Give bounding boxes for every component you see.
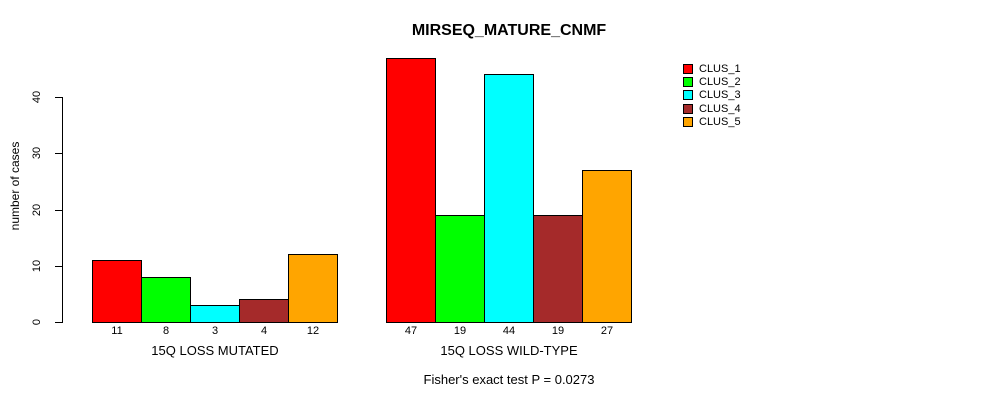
bar-value-label: 19 [453, 325, 467, 337]
y-tick-mark [55, 265, 62, 267]
y-tick-label: 10 [31, 259, 43, 272]
y-tick-mark [55, 209, 62, 211]
bar-value-label: 44 [502, 325, 516, 337]
bar-clus_3-1 [190, 305, 240, 323]
y-axis-line [62, 97, 63, 323]
y-tick-label: 30 [31, 147, 43, 160]
legend-item-clus_4: CLUS_4 [683, 102, 741, 115]
legend-swatch-icon [683, 63, 693, 74]
y-tick-mark [55, 97, 62, 98]
legend-swatch-icon [683, 117, 693, 128]
legend-label: CLUS_1 [699, 62, 741, 75]
group-label: 15Q LOSS WILD-TYPE [440, 343, 578, 358]
legend-item-clus_1: CLUS_1 [683, 62, 741, 75]
bar-value-label: 19 [551, 325, 565, 337]
annotation-text: Fisher's exact test P = 0.0273 [423, 372, 595, 387]
bar-value-label: 27 [600, 325, 614, 337]
legend-label: CLUS_3 [699, 89, 741, 102]
bar-clus_2-2 [435, 215, 485, 323]
bar-value-label: 12 [306, 325, 320, 337]
legend-swatch-icon [683, 77, 693, 88]
legend-label: CLUS_5 [699, 116, 741, 129]
bar-value-label: 11 [111, 325, 123, 337]
legend-swatch-icon [683, 90, 693, 101]
bar-value-label: 3 [211, 325, 219, 337]
bar-clus_2-1 [141, 277, 191, 323]
bar-value-label: 47 [404, 325, 418, 337]
legend-swatch-icon [683, 103, 693, 114]
bar-clus_5-2 [582, 170, 632, 323]
chart-title: MIRSEQ_MATURE_CNMF [411, 22, 607, 39]
y-tick-mark [55, 322, 62, 323]
bar-clus_1-2 [386, 58, 436, 323]
bar-clus_5-1 [288, 254, 338, 323]
legend-label: CLUS_2 [699, 76, 741, 89]
y-tick-label: 40 [31, 90, 43, 104]
group-label: 15Q LOSS MUTATED [151, 343, 279, 358]
y-tick-label: 0 [31, 318, 43, 326]
bar-value-label: 4 [260, 325, 268, 337]
bar-value-label: 8 [162, 325, 170, 337]
legend-item-clus_2: CLUS_2 [683, 75, 741, 88]
legend-item-clus_5: CLUS_5 [683, 116, 741, 129]
y-tick-mark [55, 153, 62, 155]
legend-label: CLUS_4 [699, 102, 741, 115]
y-tick-label: 20 [31, 203, 43, 216]
legend-item-clus_3: CLUS_3 [683, 89, 741, 102]
bar-clus_3-2 [484, 74, 534, 323]
bar-clus_4-1 [239, 299, 289, 323]
y-axis-label: number of cases [8, 141, 22, 231]
legend: CLUS_1 CLUS_2 CLUS_3 CLUS_4 CLUS_5 [683, 62, 741, 129]
bar-clus_1-1 [92, 260, 142, 323]
bar-clus_4-2 [533, 215, 583, 323]
